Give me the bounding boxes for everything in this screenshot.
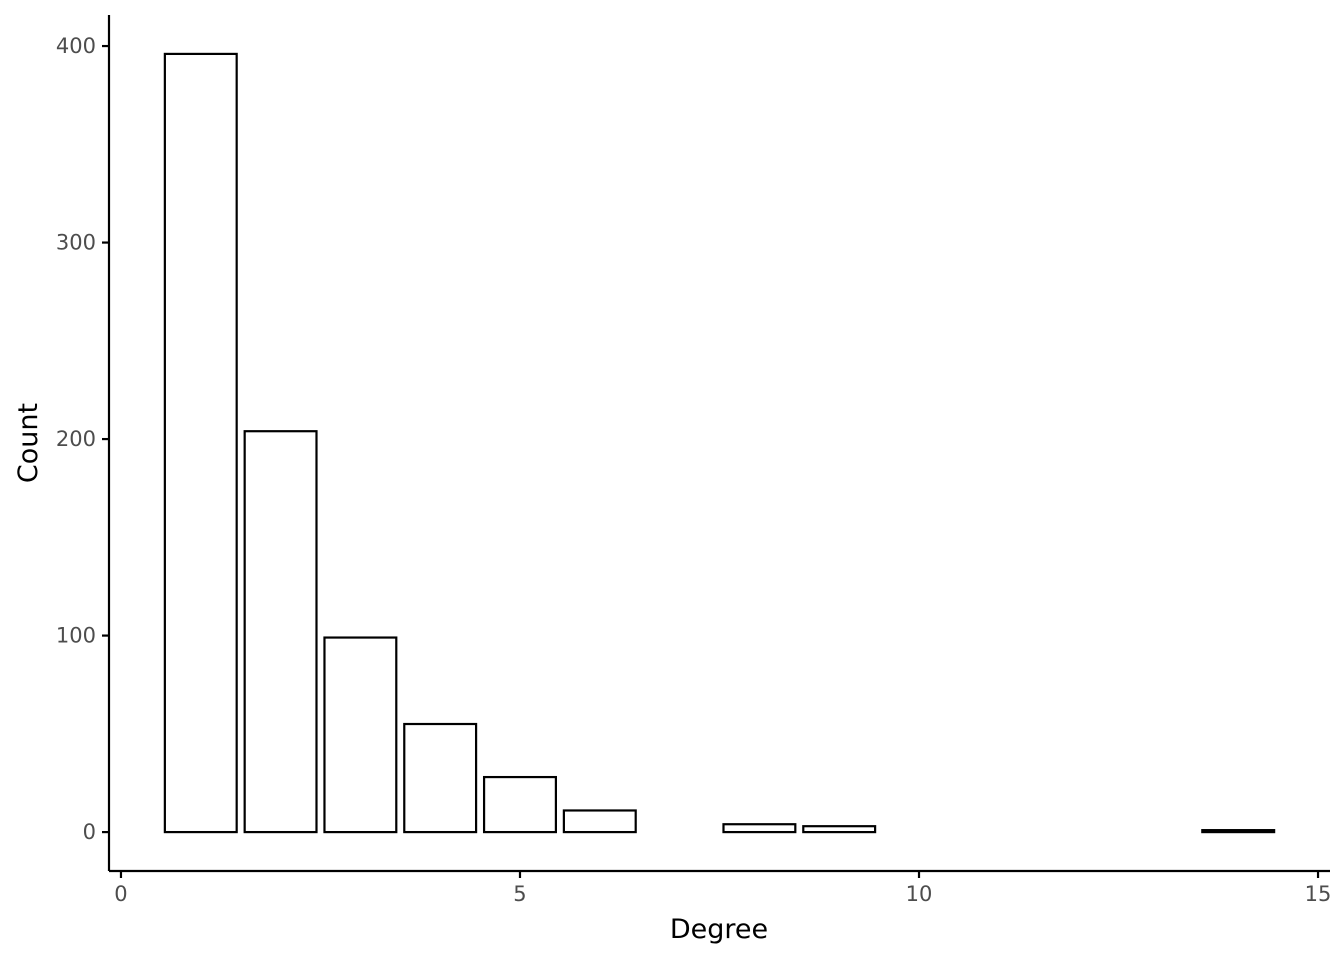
bar-degree-8 bbox=[722, 823, 797, 834]
y-axis-title: Count bbox=[13, 403, 44, 483]
y-tick-label: 200 bbox=[56, 427, 96, 451]
bar-degree-3 bbox=[323, 636, 398, 834]
x-tick-label: 10 bbox=[906, 882, 933, 906]
bar-degree-2 bbox=[243, 430, 318, 834]
axes: 0 5 10 15 0 100 200 300 400 bbox=[56, 15, 1331, 906]
y-tick-label: 0 bbox=[83, 820, 96, 844]
y-tick-label: 100 bbox=[56, 624, 96, 648]
bars bbox=[163, 52, 1276, 834]
x-tick-label: 15 bbox=[1305, 882, 1332, 906]
x-tick-label: 0 bbox=[114, 882, 127, 906]
bar-degree-6 bbox=[562, 809, 637, 834]
bar-degree-9 bbox=[802, 825, 877, 834]
bar-degree-1 bbox=[163, 52, 238, 834]
y-tick-label: 400 bbox=[56, 34, 96, 58]
bar-degree-14 bbox=[1201, 829, 1276, 834]
y-tick-label: 300 bbox=[56, 231, 96, 255]
x-axis-title: Degree bbox=[670, 914, 768, 945]
bar-degree-5 bbox=[482, 775, 557, 834]
bar-degree-4 bbox=[403, 722, 478, 834]
x-tick-label: 5 bbox=[513, 882, 526, 906]
